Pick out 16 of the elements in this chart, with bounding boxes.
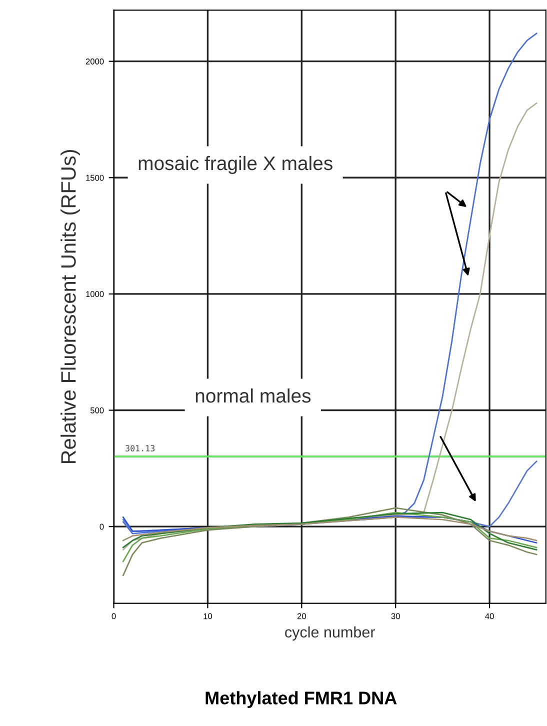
y-tick-label: 1500 — [86, 174, 104, 181]
x-tick-label: 0 — [112, 613, 116, 620]
x-tick-label: 40 — [485, 613, 494, 620]
annotation: mosaic fragile X males — [138, 156, 332, 174]
annotation: normal males — [196, 388, 311, 403]
x-axis-title: cycle number — [285, 626, 376, 641]
y-axis-title: Relative Fluorescent Units (RFUs) — [60, 150, 80, 464]
x-tick-label: 30 — [391, 613, 400, 620]
ref-line-label: 301.13 — [126, 445, 155, 452]
y-tick-label: 0 — [100, 524, 104, 530]
x-tick-label: 20 — [297, 613, 306, 620]
text: Methylated FMR1 DNA — [206, 691, 397, 708]
y-tick-label: 1000 — [86, 291, 104, 298]
x-tick-label: 10 — [204, 613, 212, 620]
y-tick-label: 2000 — [86, 58, 104, 64]
y-tick-label: 500 — [90, 407, 104, 414]
